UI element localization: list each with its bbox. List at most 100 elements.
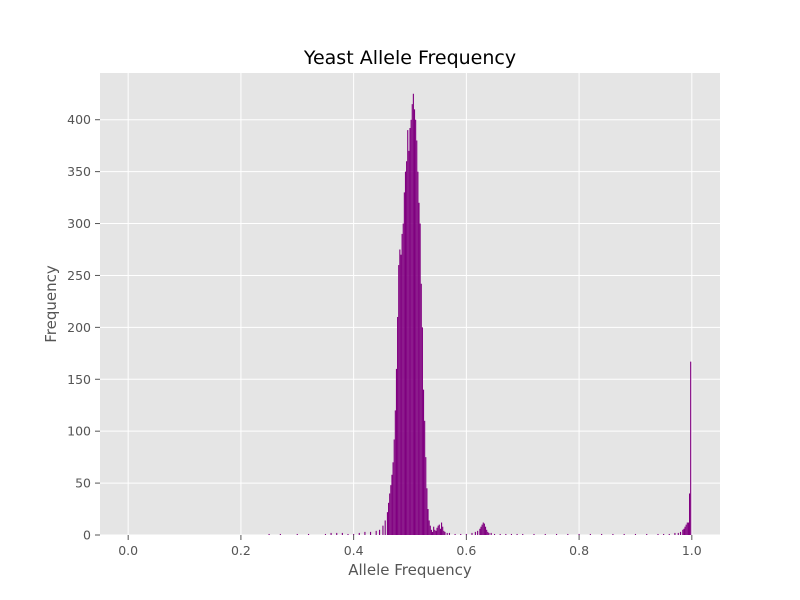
histogram-bar xyxy=(412,93,414,536)
histogram-bar xyxy=(589,533,591,535)
histogram-bar xyxy=(358,532,360,535)
x-tick-label: 0.6 xyxy=(456,543,476,558)
histogram-bar xyxy=(410,119,412,535)
histogram-bar xyxy=(567,533,569,535)
histogram-bar xyxy=(341,532,343,535)
y-tick-label: 350 xyxy=(67,164,91,179)
histogram-bar xyxy=(421,327,423,535)
histogram-bar xyxy=(375,530,377,535)
histogram-bar xyxy=(493,533,496,535)
x-tick-label: 0.4 xyxy=(344,543,364,558)
histogram-bar xyxy=(402,223,404,536)
histogram-bar xyxy=(426,488,428,535)
histogram-bar xyxy=(684,526,686,535)
histogram-bar xyxy=(296,533,298,535)
histogram-bar xyxy=(347,533,349,535)
histogram-bar xyxy=(430,529,432,535)
histogram-bar xyxy=(685,524,687,535)
histogram-bar xyxy=(674,532,676,535)
y-tick-label: 300 xyxy=(67,216,91,231)
histogram-bar xyxy=(403,192,405,536)
histogram-bar xyxy=(404,171,407,535)
histogram-bar xyxy=(481,524,483,535)
histogram-bar xyxy=(448,532,451,535)
histogram-bar xyxy=(431,531,434,535)
histogram-bar xyxy=(668,533,670,535)
histogram-bar xyxy=(444,531,446,535)
histogram-bar xyxy=(623,533,625,535)
histogram-bar xyxy=(384,520,386,535)
y-axis-ticks: 0 50 100 150 200 250 300 350 400 xyxy=(67,112,100,543)
histogram-bar xyxy=(389,493,391,535)
y-tick-label: 150 xyxy=(67,372,91,387)
histogram-bar xyxy=(420,283,422,535)
histogram-bar xyxy=(437,525,439,535)
histogram-bars xyxy=(268,93,692,536)
histogram-bar xyxy=(446,532,448,535)
histogram-bar xyxy=(510,533,513,535)
x-axis-ticks: 0.0 0.2 0.4 0.6 0.8 1.0 xyxy=(118,535,702,558)
histogram-bar xyxy=(411,104,413,536)
histogram-bar xyxy=(441,522,443,535)
x-tick-label: 1.0 xyxy=(682,543,702,558)
histogram-bar xyxy=(435,530,437,535)
histogram-bar xyxy=(438,524,440,535)
histogram-bar xyxy=(634,533,637,535)
histogram-bar xyxy=(683,528,685,535)
histogram-bar xyxy=(442,526,444,535)
histogram-bar xyxy=(679,531,682,535)
histogram-bar xyxy=(436,527,438,535)
histogram-bar xyxy=(390,485,392,535)
histogram-bar xyxy=(415,119,417,535)
histogram-bar xyxy=(516,533,518,535)
histogram-bar xyxy=(397,316,399,535)
histogram-bar xyxy=(439,528,441,535)
histogram-bar xyxy=(388,502,390,535)
y-tick-label: 50 xyxy=(75,476,91,491)
histogram-bar xyxy=(394,410,396,535)
y-tick-label: 0 xyxy=(83,528,91,543)
histogram-bar xyxy=(416,140,418,535)
histogram-bar xyxy=(479,528,481,535)
histogram-bar xyxy=(454,533,456,535)
histogram-bar xyxy=(386,512,389,535)
histogram-bar xyxy=(663,533,665,535)
histogram-bar xyxy=(419,223,421,536)
histogram-bar xyxy=(401,233,403,536)
histogram-bar xyxy=(392,462,394,535)
histogram-bar xyxy=(657,533,659,535)
histogram-bar xyxy=(369,531,372,535)
histogram-bar xyxy=(505,533,507,535)
histogram-bar xyxy=(324,533,327,535)
x-tick-label: 0.8 xyxy=(569,543,589,558)
histogram-bar xyxy=(279,533,281,535)
x-axis-label: Allele Frequency xyxy=(348,561,472,579)
histogram-bar xyxy=(399,249,401,535)
histogram-bar xyxy=(612,533,614,535)
histogram-bar xyxy=(395,368,398,535)
histogram-bar xyxy=(544,533,546,535)
histogram-bar xyxy=(307,533,310,535)
histogram-bar xyxy=(682,529,684,535)
histogram-bar xyxy=(418,202,420,536)
histogram-bar xyxy=(677,532,679,535)
histogram-bar xyxy=(601,533,603,535)
histogram-bar xyxy=(409,128,411,535)
histogram-bar xyxy=(398,265,400,535)
histogram-bar xyxy=(413,109,416,535)
histogram-bar xyxy=(268,533,270,535)
histogram-bar xyxy=(490,532,492,535)
histogram-bar xyxy=(488,532,490,535)
histogram-bar xyxy=(382,525,384,535)
histogram-bar xyxy=(460,533,462,535)
histogram-bar xyxy=(433,526,435,535)
histogram-bar xyxy=(686,522,688,535)
histogram-bar xyxy=(471,532,473,535)
histogram-bar xyxy=(364,531,366,535)
y-tick-label: 250 xyxy=(67,268,91,283)
histogram-bar xyxy=(555,533,558,535)
histogram-bar xyxy=(391,474,393,535)
histogram-bar xyxy=(477,530,479,535)
histogram-bar xyxy=(533,533,535,535)
histogram-bar xyxy=(482,522,484,535)
